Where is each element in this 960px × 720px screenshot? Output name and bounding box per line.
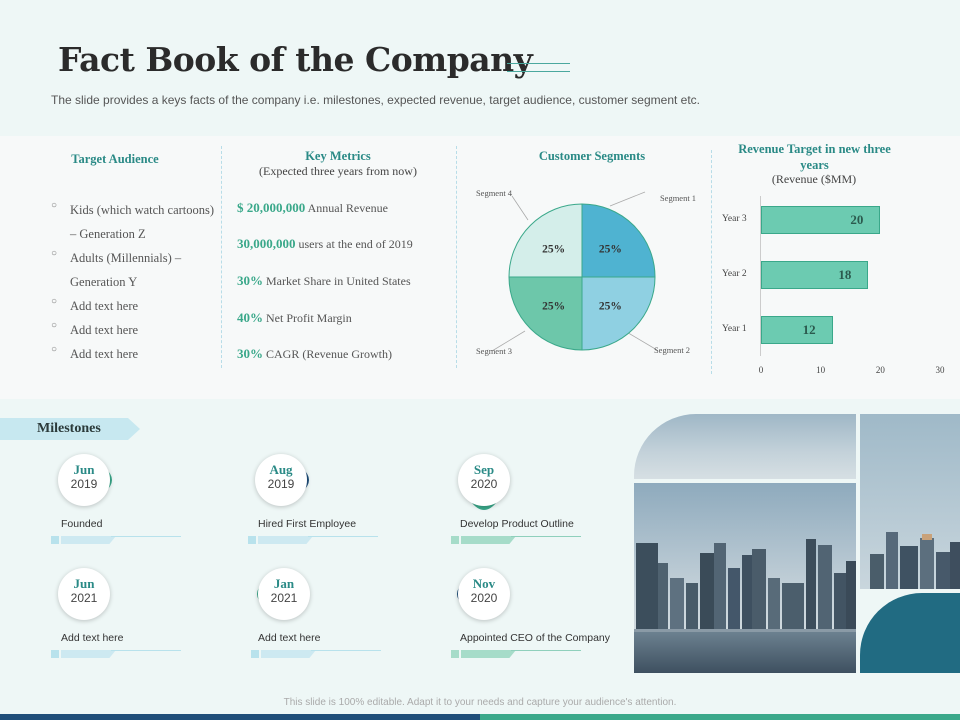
milestone-text: Add text here — [258, 632, 321, 644]
metric-row: 30% Market Share in United States — [237, 273, 411, 288]
metric-row: $ 20,000,000 Annual Revenue — [237, 200, 388, 215]
bar-value-label: 18 — [838, 267, 852, 282]
circle-bullet-icon: ○ — [51, 248, 58, 259]
bottom-bar — [0, 714, 480, 720]
milestone-date: Nov 2020 — [458, 568, 510, 620]
page-subtitle: The slide provides a keys facts of the c… — [51, 93, 701, 107]
milestones-tag — [0, 418, 140, 440]
bar-category-label: Year 3 — [722, 214, 747, 224]
circle-bullet-icon: ○ — [51, 296, 58, 307]
circle-bullet-icon: ○ — [51, 320, 58, 331]
metric-row: 30% CAGR (Revenue Growth) — [237, 346, 392, 361]
metric-row: 30,000,000 users at the end of 2019 — [237, 236, 413, 251]
milestone-date: Jun 2019 — [58, 454, 110, 506]
revenue-bar — [761, 261, 869, 289]
milestone-text: Appointed CEO of the Company — [460, 632, 611, 644]
milestone-underline — [451, 650, 581, 658]
circle-bullet-icon: ○ — [51, 344, 58, 355]
milestone-underline — [51, 536, 181, 544]
pie-slice — [508, 276, 583, 351]
milestone-text: Add text here — [61, 632, 124, 644]
bar-category-label: Year 2 — [722, 269, 747, 279]
pie-slice-label: 25% — [599, 244, 622, 256]
revenue-heading: Revenue Target in new three years — [738, 142, 891, 172]
target-audience-item: ○ Adults (Millennials) – Generation Y — [51, 246, 210, 294]
city-skyline-photo — [634, 483, 856, 673]
revenue-bar — [761, 206, 881, 234]
segment-label: Segment 3 — [475, 346, 513, 356]
title-decoration — [507, 63, 570, 72]
segment-label: Segment 2 — [653, 345, 691, 355]
milestone-underline — [248, 536, 378, 544]
circle-bullet-icon: ○ — [51, 200, 58, 211]
bar-value-label: 12 — [802, 322, 816, 337]
milestone-underline — [251, 650, 381, 658]
milestone-text: Develop Product Outline — [460, 518, 574, 530]
customer-segments-pie-chart: 25% 25% 25% 25% — [491, 191, 658, 352]
milestone-date: Jun 2021 — [58, 568, 110, 620]
bottom-bar — [480, 714, 960, 720]
key-metrics-heading: Key Metrics — [305, 149, 371, 163]
revenue-subheading: (Revenue ($MM) — [771, 172, 857, 186]
footer-note: This slide is 100% editable. Adapt it to… — [283, 697, 677, 708]
milestone-text: Founded — [61, 518, 103, 530]
bar-category-label: Year 1 — [722, 324, 747, 334]
bar-axis-line — [760, 196, 761, 356]
customer-segments-heading: Customer Segments — [538, 149, 646, 163]
pie-slice-label: 25% — [599, 300, 622, 312]
target-audience-item: ○ Add text here — [51, 342, 220, 366]
pie-slice — [581, 203, 656, 278]
divider — [711, 150, 712, 374]
axis-tick-label: 0 — [758, 365, 764, 375]
pie-slice — [508, 203, 583, 278]
milestone-date: Aug 2019 — [255, 454, 307, 506]
target-audience-heading: Target Audience — [71, 152, 159, 166]
divider — [221, 146, 222, 368]
axis-tick-label: 20 — [875, 365, 885, 375]
decorative-tile — [860, 593, 960, 673]
milestones-label: Milestones — [37, 421, 101, 436]
milestone-underline — [51, 650, 181, 658]
target-audience-item: ○ Kids (which watch cartoons) – Generati… — [51, 198, 220, 246]
milestone-date: Jan 2021 — [258, 568, 310, 620]
milestone-text: Hired First Employee — [258, 518, 357, 530]
pie-slice-label: 25% — [542, 244, 565, 256]
target-audience-item: ○ Add text here — [51, 294, 220, 318]
city-skyline-photo — [860, 414, 960, 589]
city-skyline-photo — [634, 414, 856, 479]
key-metrics-subheading: (Expected three years from now) — [259, 164, 417, 178]
axis-tick-label: 30 — [935, 365, 945, 375]
revenue-bar — [761, 316, 833, 344]
metric-row: 40% Net Profit Margin — [237, 310, 352, 325]
milestone-underline — [451, 536, 581, 544]
segment-label: Segment 1 — [659, 193, 697, 203]
milestone-date: Sep 2020 — [458, 454, 510, 506]
target-audience-item: ○ Add text here — [51, 318, 220, 342]
segment-label: Segment 4 — [475, 188, 513, 198]
bar-value-label: 20 — [850, 212, 864, 227]
axis-tick-label: 10 — [816, 365, 826, 375]
divider — [456, 146, 457, 368]
pie-slice-label: 25% — [542, 300, 565, 312]
page-title: Fact Book of the Company — [58, 40, 533, 79]
pie-slice — [581, 276, 656, 351]
